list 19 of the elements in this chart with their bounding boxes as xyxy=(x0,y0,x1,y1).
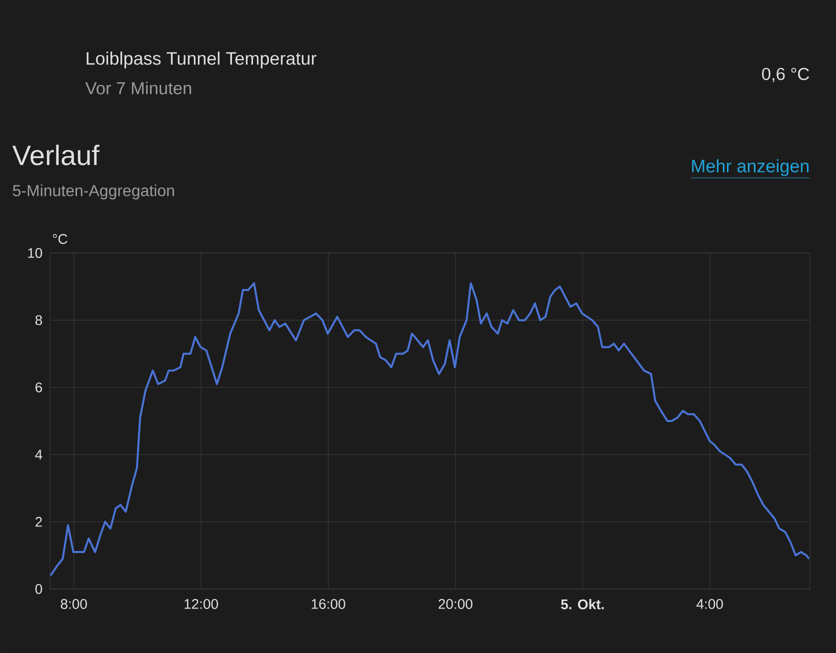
x-tick-label: 4:00 xyxy=(696,599,723,609)
y-tick-label: 10 xyxy=(28,248,42,258)
text: Mehr anzeigen xyxy=(692,159,809,176)
text: Loiblpass Tunnel Temperatur xyxy=(86,52,316,68)
y-tick-label: 2 xyxy=(36,516,42,527)
y-axis-title: °C xyxy=(52,234,68,244)
y-tick-label: 4 xyxy=(35,450,42,460)
chart-subtitle: 5-Minuten-Aggregation xyxy=(12,184,174,200)
text: 0,6 °C xyxy=(762,68,810,82)
text: Vor 7 Minuten xyxy=(85,82,192,94)
x-tick-label: 16:00 xyxy=(312,599,346,609)
y-tick-label: 6 xyxy=(36,382,42,392)
x-tick-label: 5. Okt. xyxy=(561,599,604,610)
x-tick-label: 20:00 xyxy=(438,599,472,609)
chart-title: Verlauf xyxy=(12,144,100,166)
y-tick-label: 0 xyxy=(35,584,42,594)
y-tick-label: 8 xyxy=(35,315,42,326)
x-tick-label: 8:00 xyxy=(60,599,87,609)
x-tick-label: 12:00 xyxy=(184,599,218,609)
